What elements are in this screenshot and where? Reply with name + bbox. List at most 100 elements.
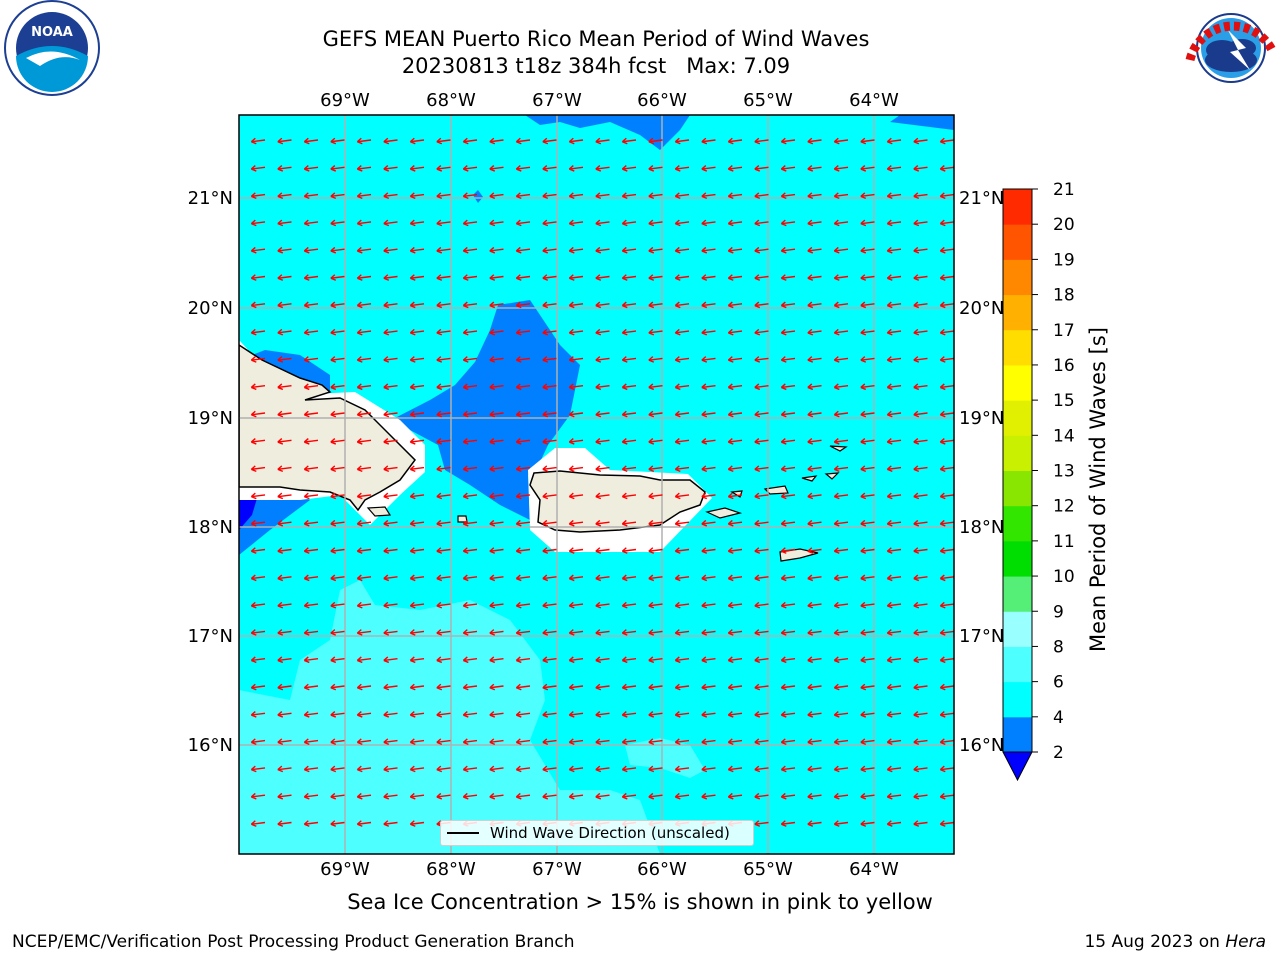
wind-wave-arrow [886, 137, 902, 145]
wind-wave-arrow [436, 601, 451, 609]
wind-wave-arrow [780, 410, 796, 418]
wind-wave-arrow [250, 192, 266, 199]
wind-wave-arrow [277, 629, 292, 636]
wind-wave-arrow [780, 301, 796, 309]
wind-wave-arrow [303, 137, 319, 145]
wind-wave-arrow [727, 274, 743, 281]
wind-wave-arrow [674, 246, 690, 254]
wind-wave-arrow [383, 465, 398, 472]
wind-wave-arrow [356, 656, 372, 664]
colorbar-segment [1003, 294, 1032, 331]
wind-wave-arrow [330, 301, 345, 309]
wind-wave-arrow [356, 383, 372, 391]
wind-wave-arrow [674, 519, 690, 527]
wind-wave-arrow [860, 601, 875, 609]
wind-wave-arrow [621, 165, 637, 172]
wind-wave-arrow [277, 738, 292, 745]
wind-wave-arrow [939, 192, 954, 199]
wind-wave-arrow [886, 656, 902, 664]
wind-wave-arrow [568, 711, 584, 718]
wind-wave-arrow [621, 711, 637, 718]
wind-wave-arrow [303, 820, 319, 827]
wind-wave-arrow [595, 683, 610, 691]
wind-wave-arrow [462, 656, 478, 664]
wind-wave-arrow [833, 711, 849, 718]
wind-wave-arrow [886, 738, 902, 745]
colorbar-segment [1003, 224, 1032, 260]
wind-wave-arrow [356, 137, 372, 145]
wind-wave-arrow [436, 274, 451, 281]
wind-wave-arrow [939, 547, 954, 554]
wind-wave-arrow [727, 301, 743, 309]
wind-wave-arrow [409, 656, 425, 664]
wind-wave-arrow [913, 683, 928, 691]
wind-wave-arrow [436, 765, 451, 773]
wind-wave-arrow [250, 792, 266, 800]
wind-wave-arrow [568, 438, 584, 445]
wind-wave-arrow [515, 246, 531, 254]
wind-wave-arrow [648, 383, 663, 391]
colorbar-tick-label: 18 [1053, 286, 1075, 306]
wind-wave-arrow [939, 438, 954, 445]
wind-wave-arrow [621, 246, 637, 254]
wind-wave-arrow [913, 711, 928, 718]
wind-wave-arrow [356, 792, 372, 800]
wind-wave-arrow [701, 601, 716, 609]
wind-wave-arrow [489, 383, 504, 391]
wind-wave-arrow [780, 274, 796, 281]
wind-wave-arrow [542, 574, 557, 582]
wind-wave-arrow [807, 711, 822, 718]
wind-wave-arrow [913, 219, 928, 227]
wind-wave-arrow [886, 328, 902, 336]
wind-wave-arrow [356, 465, 372, 472]
wind-wave-arrow [409, 301, 425, 309]
wind-wave-arrow [462, 792, 478, 800]
wind-wave-arrow [621, 356, 637, 363]
wind-wave-arrow [913, 601, 928, 609]
wind-wave-arrow [780, 465, 796, 472]
wind-wave-arrow [462, 738, 478, 745]
wind-wave-arrow [250, 356, 266, 363]
wind-wave-arrow [515, 356, 531, 363]
wind-wave-arrow [542, 438, 557, 445]
wind-wave-arrow [489, 465, 504, 472]
wind-wave-arrow [648, 410, 663, 418]
wind-wave-arrow [701, 765, 716, 773]
colorbar-tick-label: 14 [1053, 426, 1075, 446]
wind-wave-arrow [886, 683, 902, 691]
wind-wave-arrow [277, 438, 292, 445]
wind-wave-arrow [330, 738, 345, 745]
wind-wave-arrow [833, 492, 849, 500]
lat-label-left: 20°N [188, 298, 233, 319]
map-area [239, 115, 954, 854]
wind-wave-arrow [939, 574, 954, 582]
wind-wave-arrow [913, 356, 928, 363]
wind-wave-arrow [701, 192, 716, 199]
wind-wave-arrow [780, 192, 796, 199]
wind-wave-arrow [595, 765, 610, 773]
wind-wave-arrow [250, 137, 266, 145]
colorbar-tick-label: 16 [1053, 356, 1075, 376]
wind-wave-arrow [780, 574, 796, 582]
wind-wave-arrow [754, 246, 769, 254]
wind-wave-arrow [462, 601, 478, 609]
wind-wave-arrow [754, 492, 769, 500]
wind-wave-arrow [409, 274, 425, 281]
wind-wave-arrow [409, 410, 425, 418]
wind-wave-arrow [462, 246, 478, 254]
wind-wave-arrow [277, 465, 292, 472]
wind-wave-arrow [807, 547, 822, 554]
wind-wave-arrow [356, 492, 372, 500]
colorbar-tick-label: 17 [1053, 321, 1075, 341]
wind-wave-arrow [701, 383, 716, 391]
wind-wave-arrow [648, 328, 663, 336]
wind-wave-arrow [409, 438, 425, 445]
wind-wave-arrow [489, 792, 504, 800]
wind-wave-arrow [489, 711, 504, 718]
wind-wave-arrow [621, 629, 637, 636]
wind-wave-arrow [383, 137, 398, 145]
wind-wave-arrow [303, 465, 319, 472]
wind-wave-arrow [727, 765, 743, 773]
nws-logo [1184, 1, 1278, 95]
wind-wave-arrow [886, 574, 902, 582]
